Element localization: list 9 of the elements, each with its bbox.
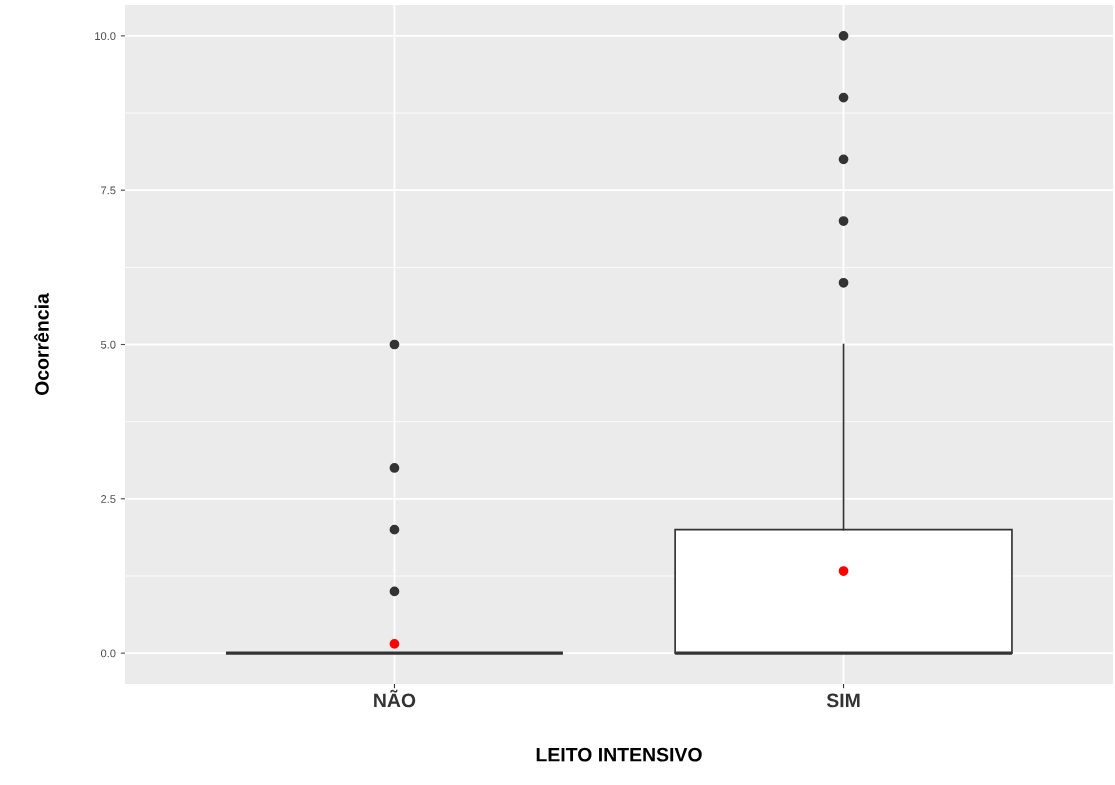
x-tick-label: NÃO [374, 689, 416, 708]
y-tick-label: 0.0 [100, 649, 116, 658]
y-tick-label: 10.0 [95, 32, 116, 40]
x-axis-title: LEITO INTENSIVO [536, 747, 702, 762]
x-tick-label: SIM [826, 693, 860, 708]
y-tick-label: 2.5 [101, 495, 116, 503]
y-axis-title: Ocorrência [34, 293, 49, 396]
y-tick-label: 5.0 [100, 340, 116, 349]
y-tick-label: 7.5 [101, 186, 116, 195]
